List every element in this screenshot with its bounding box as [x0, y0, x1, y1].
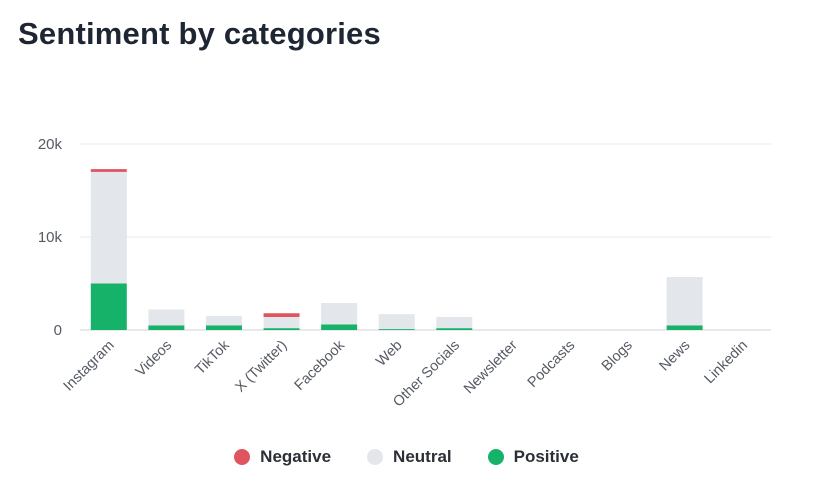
bar-neutral-news [666, 276, 703, 326]
x-tick-label: X (Twitter) [232, 338, 290, 396]
x-tick-label: Instagram [61, 338, 118, 395]
bar-neutral-blogs [609, 329, 646, 330]
x-tick-label: Web [373, 338, 405, 370]
neutral-swatch-icon [367, 449, 384, 465]
stacked-bar-chart: 0 10k 20k Instagram Videos TikTok X (Twitter) F… [38, 136, 771, 410]
y-tick-label: 0 [54, 322, 62, 339]
chart-legend: Negative Neutral Positive [0, 447, 813, 467]
y-tick-label: 10k [38, 229, 63, 246]
x-tick-label: Podcasts [525, 338, 578, 391]
bar-positive-news [666, 325, 703, 330]
bar-neutral-tiktok [205, 316, 242, 326]
chart-title: Sentiment by categories [18, 16, 381, 51]
bar-positive-web [378, 329, 415, 330]
bar-positive-x-twitter- [263, 328, 300, 330]
x-tick-label: Linkedin [702, 338, 752, 388]
x-tick-label: Videos [133, 338, 175, 380]
x-tick-label: Blogs [599, 338, 636, 375]
legend-label-neutral: Neutral [393, 447, 452, 466]
bar-neutral-x-twitter- [263, 316, 300, 329]
bar-positive-instagram [90, 283, 127, 330]
bar-negative-instagram [90, 169, 127, 172]
x-tick-label: Newsletter [461, 337, 521, 397]
bar-neutral-other-socials [436, 316, 473, 329]
bar-positive-videos [148, 325, 185, 330]
bar-positive-other-socials [436, 328, 473, 330]
bar-neutral-newsletter [493, 329, 530, 330]
bar-neutral-instagram [90, 171, 127, 284]
legend-item-positive[interactable]: Positive [487, 447, 579, 467]
legend-label-positive: Positive [513, 447, 579, 466]
bar-neutral-linkedin [724, 329, 761, 330]
bar-negative-x-twitter- [263, 313, 300, 317]
x-tick-label: News [656, 338, 693, 375]
x-tick-label: Facebook [292, 337, 349, 394]
bar-neutral-web [378, 314, 415, 330]
bar-positive-facebook [321, 324, 358, 330]
x-tick-label: TikTok [192, 337, 233, 378]
bar-neutral-facebook [321, 303, 358, 325]
legend-item-neutral[interactable]: Neutral [367, 447, 452, 467]
bar-neutral-videos [148, 309, 185, 326]
bar-neutral-podcasts [551, 329, 588, 330]
legend-item-negative[interactable]: Negative [234, 447, 331, 467]
y-tick-label: 20k [38, 136, 63, 153]
legend-label-negative: Negative [260, 447, 332, 466]
negative-swatch-icon [234, 449, 251, 465]
positive-swatch-icon [487, 449, 504, 465]
bar-positive-tiktok [205, 325, 242, 330]
